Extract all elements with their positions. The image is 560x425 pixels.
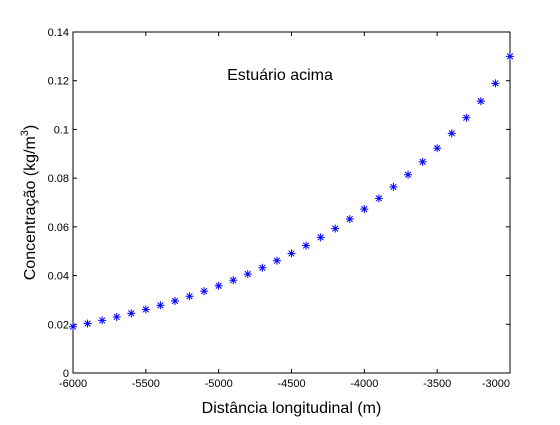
- y-axis-title-main: Concentração (kg/m: [22, 136, 39, 280]
- data-point: [258, 263, 267, 272]
- x-tick-label: -5000: [205, 378, 233, 390]
- data-point: [170, 296, 179, 305]
- y-axis-title-superscript: 3: [19, 130, 31, 136]
- y-tick-label: 0: [63, 368, 69, 380]
- data-point: [287, 249, 296, 258]
- data-point: [229, 276, 238, 285]
- data-point: [98, 316, 107, 325]
- data-point: [127, 309, 136, 318]
- y-tick-label: 0.08: [48, 173, 69, 185]
- y-axis-title-suffix: ): [22, 125, 39, 130]
- data-point: [433, 144, 442, 153]
- y-axis-ticks: 0 0.02 0.04 0.06 0.08 0.1 0.12 0.14: [48, 27, 510, 380]
- data-point: [112, 312, 121, 321]
- data-point: [200, 287, 209, 296]
- x-tick-label: -4000: [350, 378, 378, 390]
- y-axis-title: Concentração (kg/m3): [19, 125, 39, 281]
- data-point: [272, 256, 281, 265]
- data-point: [462, 113, 471, 122]
- x-tick-label: -4500: [277, 378, 305, 390]
- data-point: [185, 292, 194, 301]
- data-point: [491, 79, 500, 88]
- data-point: [331, 224, 340, 233]
- data-point: [69, 322, 77, 331]
- x-axis-title: Distância longitudinal (m): [202, 400, 382, 417]
- x-tick-label: -3500: [423, 378, 451, 390]
- data-point: [418, 157, 427, 166]
- y-tick-label: 0.04: [48, 271, 69, 283]
- data-point: [360, 205, 369, 214]
- y-tick-label: 0.02: [48, 319, 69, 331]
- data-point: [345, 215, 354, 224]
- x-tick-label: -6000: [59, 378, 87, 390]
- x-tick-label: -3000: [482, 378, 510, 390]
- data-point: [243, 270, 252, 279]
- data-point: [447, 129, 456, 138]
- data-point: [302, 241, 311, 250]
- data-point: [476, 97, 485, 106]
- y-tick-label: 0.1: [54, 124, 69, 136]
- annotation-text: Estuário acima: [227, 67, 333, 84]
- plot-area: [72, 31, 511, 374]
- data-markers: [69, 52, 514, 331]
- data-point: [83, 319, 92, 328]
- data-point: [374, 194, 383, 203]
- y-tick-label: 0.12: [48, 76, 69, 88]
- x-axis-ticks: -6000 -5500 -5000 -4500 -4000 -3500 -3000: [59, 32, 511, 390]
- data-point: [214, 281, 223, 290]
- x-tick-label: -5500: [132, 378, 160, 390]
- y-tick-label: 0.14: [48, 27, 69, 39]
- data-point: [156, 301, 165, 310]
- data-point: [389, 182, 398, 191]
- data-point: [506, 52, 514, 61]
- data-point: [141, 305, 150, 314]
- data-point: [404, 170, 413, 179]
- data-point: [316, 233, 325, 242]
- y-tick-label: 0.06: [48, 222, 69, 234]
